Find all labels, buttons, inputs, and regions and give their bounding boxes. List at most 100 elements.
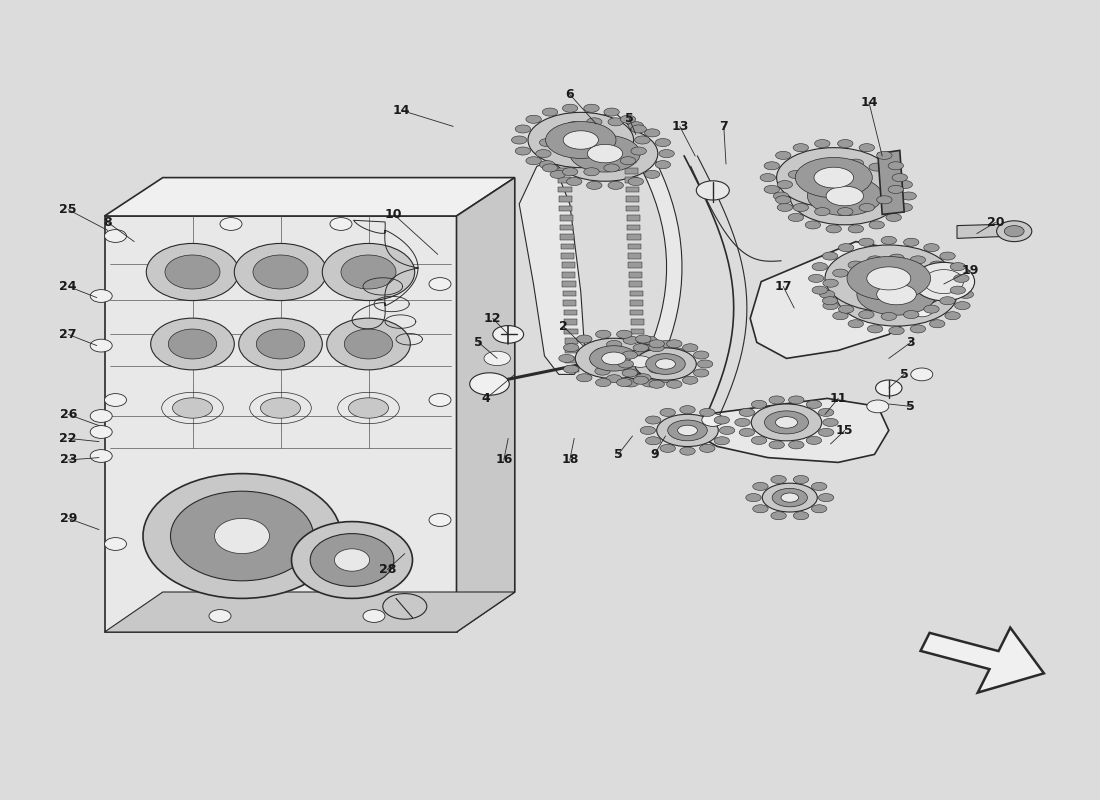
Bar [563,300,576,306]
Ellipse shape [641,379,657,387]
Ellipse shape [751,436,767,445]
Bar [629,291,642,297]
Ellipse shape [806,400,822,409]
Ellipse shape [892,174,907,182]
Polygon shape [104,592,515,632]
Ellipse shape [667,380,682,388]
Text: 17: 17 [774,280,792,293]
Ellipse shape [584,104,600,112]
Bar [563,310,576,315]
Ellipse shape [550,170,565,178]
Ellipse shape [659,374,674,382]
Ellipse shape [680,447,695,455]
Ellipse shape [702,414,724,426]
Bar [626,206,639,211]
Ellipse shape [429,394,451,406]
Ellipse shape [848,261,864,269]
Ellipse shape [623,351,638,359]
Ellipse shape [693,369,708,377]
Polygon shape [921,628,1044,693]
Ellipse shape [751,404,822,441]
Ellipse shape [624,336,639,344]
Ellipse shape [886,214,901,222]
Ellipse shape [634,376,649,384]
Ellipse shape [667,340,682,348]
Ellipse shape [848,225,864,233]
Ellipse shape [649,380,664,388]
Ellipse shape [693,351,708,359]
Bar [631,338,645,344]
Ellipse shape [752,505,768,513]
Ellipse shape [341,255,396,289]
Ellipse shape [793,475,808,483]
Ellipse shape [528,112,634,168]
Text: 5: 5 [474,336,483,349]
Ellipse shape [806,436,822,445]
Ellipse shape [820,290,835,298]
Ellipse shape [595,330,610,338]
Ellipse shape [542,164,558,172]
Ellipse shape [607,344,673,379]
Ellipse shape [620,115,636,123]
Ellipse shape [646,416,661,424]
Ellipse shape [818,494,834,502]
Ellipse shape [997,221,1032,242]
Ellipse shape [327,318,410,370]
Ellipse shape [805,163,821,171]
Ellipse shape [793,144,808,152]
Text: 15: 15 [836,424,854,437]
Ellipse shape [924,305,939,313]
Ellipse shape [881,236,896,245]
Ellipse shape [789,441,804,449]
Ellipse shape [550,129,565,137]
Bar [559,206,572,211]
Ellipse shape [769,441,784,449]
Text: 2: 2 [559,320,568,333]
Ellipse shape [777,148,891,207]
Ellipse shape [793,203,808,211]
Ellipse shape [771,475,786,483]
Ellipse shape [515,147,530,155]
Bar [560,225,573,230]
Ellipse shape [635,348,696,380]
Ellipse shape [656,359,675,369]
Text: 14: 14 [860,96,878,109]
Ellipse shape [606,374,621,382]
Polygon shape [519,160,585,374]
Ellipse shape [595,348,610,356]
Ellipse shape [623,369,638,377]
Ellipse shape [746,494,761,502]
Text: 18: 18 [561,454,579,466]
Ellipse shape [470,373,509,395]
Ellipse shape [209,610,231,622]
Ellipse shape [344,329,393,359]
Ellipse shape [772,488,807,507]
Ellipse shape [751,400,767,409]
Ellipse shape [789,170,804,178]
Ellipse shape [628,122,643,130]
Ellipse shape [955,279,970,287]
Ellipse shape [674,358,690,366]
Bar [562,262,575,268]
Text: 13: 13 [671,120,689,133]
Text: 22: 22 [59,432,77,445]
Ellipse shape [868,256,883,264]
Ellipse shape [645,170,660,178]
Ellipse shape [769,396,784,404]
Ellipse shape [848,320,864,328]
Ellipse shape [877,284,916,305]
Ellipse shape [429,514,451,526]
Ellipse shape [881,312,896,321]
Ellipse shape [945,312,960,320]
Ellipse shape [602,352,626,365]
Ellipse shape [795,158,872,198]
Bar [630,300,644,306]
Text: 4: 4 [482,392,491,405]
Ellipse shape [790,167,900,225]
Text: 9: 9 [650,448,659,461]
Ellipse shape [876,380,902,396]
Ellipse shape [604,164,619,172]
Ellipse shape [515,125,530,133]
Ellipse shape [429,278,451,290]
Ellipse shape [660,444,675,452]
